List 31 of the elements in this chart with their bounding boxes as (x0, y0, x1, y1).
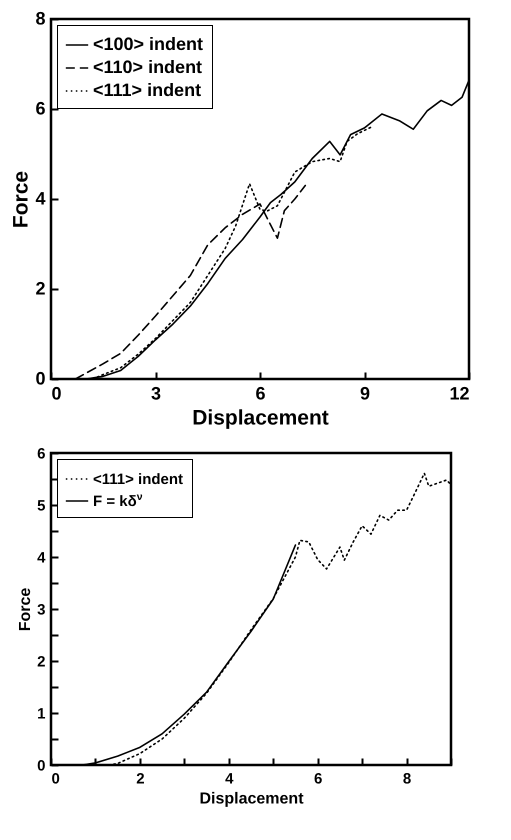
legend-label: <111> indent (93, 471, 184, 488)
x-tick-label: 0 (52, 770, 60, 788)
legend-label: <111> indent (93, 80, 202, 100)
legend-label: <110> indent (93, 57, 202, 77)
y-tick-label: 3 (37, 602, 46, 618)
x-tick-label: 6 (314, 770, 322, 788)
y-tick-label: 8 (35, 8, 46, 28)
y-tick-label: 0 (37, 758, 46, 774)
x-tick-label: 3 (150, 384, 162, 404)
x-tick-label: 9 (360, 384, 370, 404)
x-tick-label: 12 (449, 384, 470, 404)
y-tick-label: 6 (37, 446, 46, 462)
y-tick-label: 2 (37, 654, 46, 670)
x-tick-label: 2 (136, 770, 145, 788)
y-axis-title: Force (17, 588, 34, 632)
x-tick-label: 0 (52, 384, 62, 404)
legend-label: <100> indent (93, 34, 204, 54)
y-tick-label: 5 (37, 498, 46, 514)
x-tick-label: 8 (402, 770, 412, 788)
x-tick-label: 4 (225, 770, 234, 788)
y-tick-label: 4 (37, 550, 46, 566)
legend-label: F = kδ$^{ν}$ (93, 491, 143, 510)
x-tick-label: 6 (255, 384, 266, 404)
y-tick-label: 2 (35, 278, 46, 298)
y-tick-label: 1 (37, 706, 46, 722)
y-tick-label: 4 (35, 188, 46, 208)
x-axis-title: Displacement (192, 406, 329, 430)
y-axis-title: Force (9, 170, 32, 228)
y-tick-label: 6 (35, 98, 46, 118)
y-tick-label: 0 (35, 368, 46, 388)
x-axis-title: Displacement (199, 790, 304, 808)
